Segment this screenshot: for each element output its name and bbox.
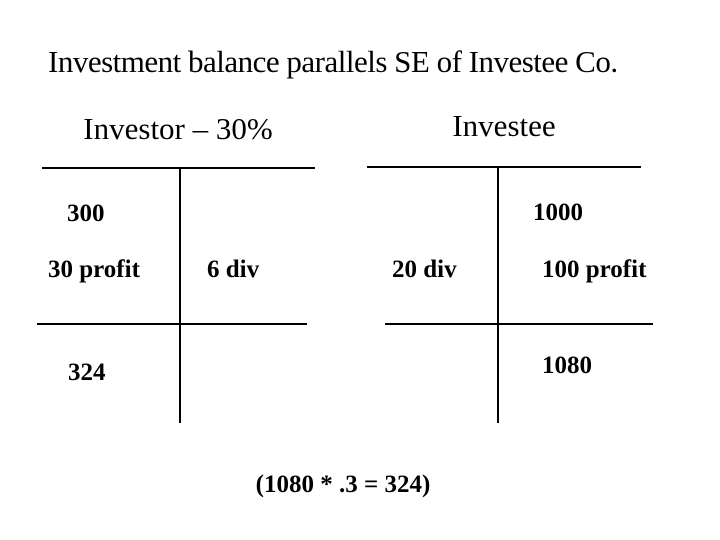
investor-ending-balance: 324 (68, 359, 106, 386)
investee-account-title: Investee (452, 108, 556, 143)
investee-account-top-rule (367, 166, 641, 168)
investee-entry-debit: 20 div (392, 256, 457, 283)
investee-account-balance-rule (385, 323, 653, 325)
investor-account-divider-rule (179, 167, 181, 423)
investor-entry-debit: 30 profit (48, 256, 140, 283)
investor-account-balance-rule (37, 323, 307, 325)
investee-beginning-balance: 1000 (533, 199, 583, 226)
calculation-footnote: (1080 * .3 = 324) (255, 471, 431, 498)
slide-title: Investment balance parallels SE of Inves… (48, 44, 618, 79)
investee-ending-balance: 1080 (542, 352, 592, 379)
investor-account-top-rule (42, 167, 315, 169)
investor-entry-credit: 6 div (207, 256, 260, 283)
investor-account-title: Investor – 30% (83, 111, 273, 146)
investee-entry-credit: 100 profit (542, 256, 647, 283)
investor-beginning-balance: 300 (67, 200, 105, 227)
investee-account-divider-rule (497, 166, 499, 423)
